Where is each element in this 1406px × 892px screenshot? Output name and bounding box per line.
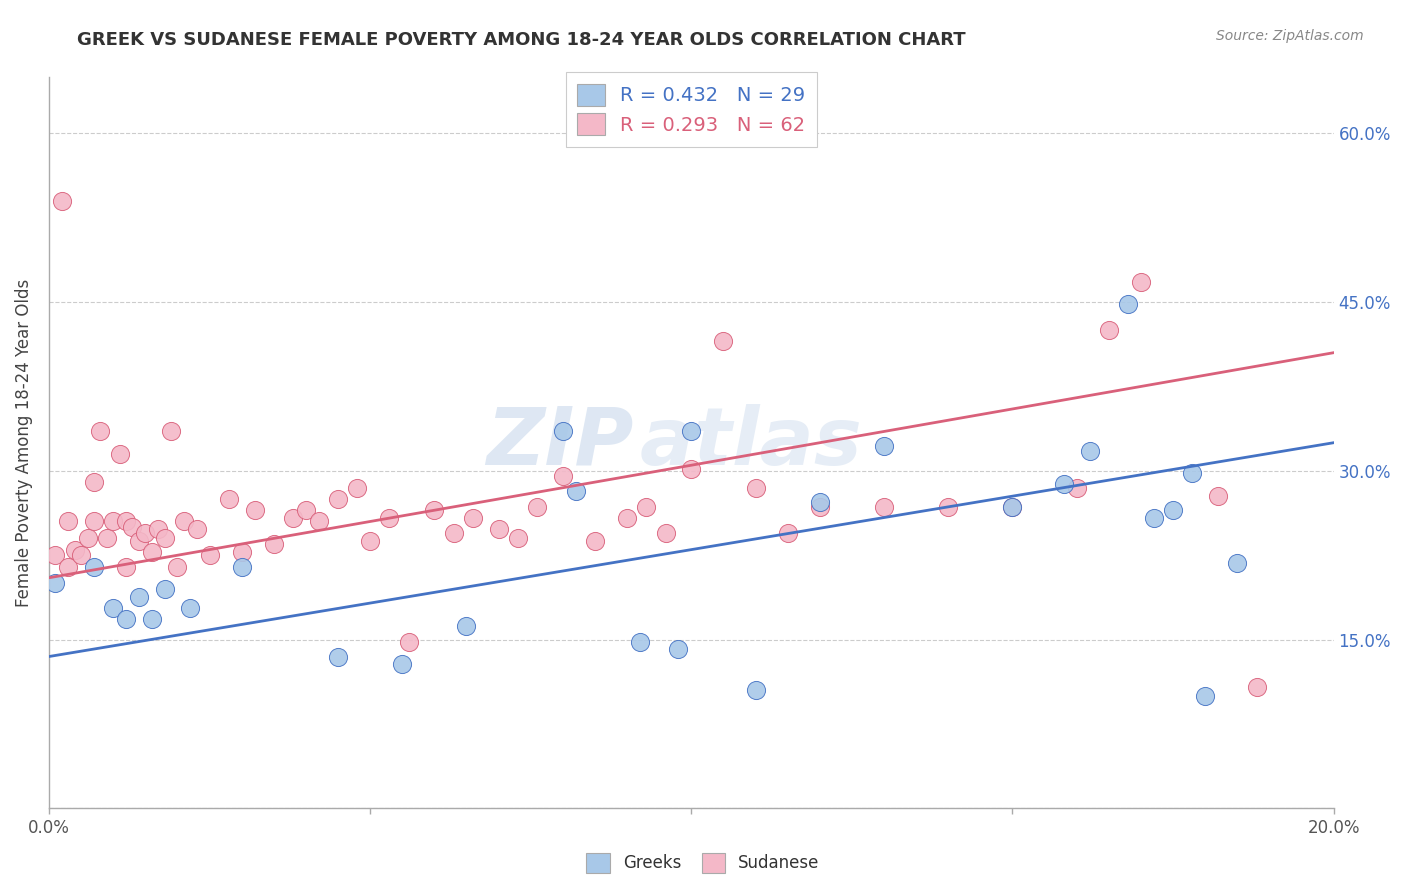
Point xyxy=(551,425,574,439)
Point xyxy=(89,425,111,439)
Point xyxy=(115,515,138,529)
Legend: Greeks, Sudanese: Greeks, Sudanese xyxy=(579,847,827,880)
Point xyxy=(295,503,318,517)
Text: Source: ZipAtlas.com: Source: ZipAtlas.com xyxy=(1216,29,1364,43)
Point xyxy=(218,491,240,506)
Point xyxy=(83,475,105,489)
Point xyxy=(186,522,208,536)
Point xyxy=(76,532,98,546)
Point xyxy=(70,548,93,562)
Point xyxy=(391,657,413,672)
Point xyxy=(83,559,105,574)
Point xyxy=(198,548,221,562)
Point xyxy=(744,683,766,698)
Point xyxy=(1246,680,1268,694)
Point xyxy=(231,559,253,574)
Point xyxy=(1001,500,1024,514)
Point xyxy=(63,542,86,557)
Point xyxy=(134,525,156,540)
Point xyxy=(654,525,676,540)
Point xyxy=(1098,323,1121,337)
Point xyxy=(551,469,574,483)
Point xyxy=(1194,689,1216,703)
Point xyxy=(1161,503,1184,517)
Point xyxy=(128,533,150,548)
Point xyxy=(58,559,80,574)
Point xyxy=(346,481,368,495)
Point xyxy=(398,635,420,649)
Text: ZIP: ZIP xyxy=(486,404,634,482)
Point xyxy=(166,559,188,574)
Point xyxy=(681,461,703,475)
Point xyxy=(1206,489,1229,503)
Point xyxy=(121,520,143,534)
Y-axis label: Female Poverty Among 18-24 Year Olds: Female Poverty Among 18-24 Year Olds xyxy=(15,278,32,607)
Point xyxy=(83,515,105,529)
Point xyxy=(1226,556,1249,570)
Point xyxy=(179,601,201,615)
Text: GREEK VS SUDANESE FEMALE POVERTY AMONG 18-24 YEAR OLDS CORRELATION CHART: GREEK VS SUDANESE FEMALE POVERTY AMONG 1… xyxy=(77,31,966,49)
Point xyxy=(873,439,896,453)
Point xyxy=(153,532,176,546)
Point xyxy=(808,495,831,509)
Point xyxy=(873,500,896,514)
Point xyxy=(231,545,253,559)
Point xyxy=(1078,443,1101,458)
Point xyxy=(141,545,163,559)
Point xyxy=(160,425,183,439)
Point xyxy=(103,601,125,615)
Point xyxy=(326,649,349,664)
Point xyxy=(583,533,606,548)
Point xyxy=(526,500,548,514)
Point xyxy=(115,559,138,574)
Point xyxy=(564,484,586,499)
Point xyxy=(103,515,125,529)
Point xyxy=(173,515,195,529)
Point xyxy=(378,511,401,525)
Point xyxy=(461,511,484,525)
Point xyxy=(1066,481,1088,495)
Point xyxy=(243,503,266,517)
Point xyxy=(308,515,330,529)
Point xyxy=(713,334,735,349)
Legend: R = 0.432   N = 29, R = 0.293   N = 62: R = 0.432 N = 29, R = 0.293 N = 62 xyxy=(565,72,817,147)
Point xyxy=(628,635,651,649)
Point xyxy=(263,537,285,551)
Point xyxy=(44,548,66,562)
Point xyxy=(1116,297,1139,311)
Point xyxy=(936,500,959,514)
Point xyxy=(1129,275,1152,289)
Point xyxy=(58,515,80,529)
Point xyxy=(1001,500,1024,514)
Point xyxy=(96,532,118,546)
Point xyxy=(488,522,510,536)
Point xyxy=(51,194,73,208)
Point xyxy=(1053,477,1076,491)
Point xyxy=(443,525,465,540)
Point xyxy=(153,582,176,596)
Point xyxy=(808,500,831,514)
Point xyxy=(776,525,799,540)
Point xyxy=(668,641,690,656)
Point xyxy=(1181,466,1204,480)
Point xyxy=(326,491,349,506)
Point xyxy=(681,425,703,439)
Point xyxy=(108,447,131,461)
Point xyxy=(1143,511,1166,525)
Point xyxy=(44,576,66,591)
Point xyxy=(359,533,381,548)
Point xyxy=(281,511,304,525)
Text: atlas: atlas xyxy=(640,404,863,482)
Point xyxy=(616,511,638,525)
Point xyxy=(636,500,658,514)
Point xyxy=(506,532,529,546)
Point xyxy=(141,612,163,626)
Point xyxy=(744,481,766,495)
Point xyxy=(423,503,446,517)
Point xyxy=(128,590,150,604)
Point xyxy=(456,619,478,633)
Point xyxy=(115,612,138,626)
Point xyxy=(146,522,169,536)
